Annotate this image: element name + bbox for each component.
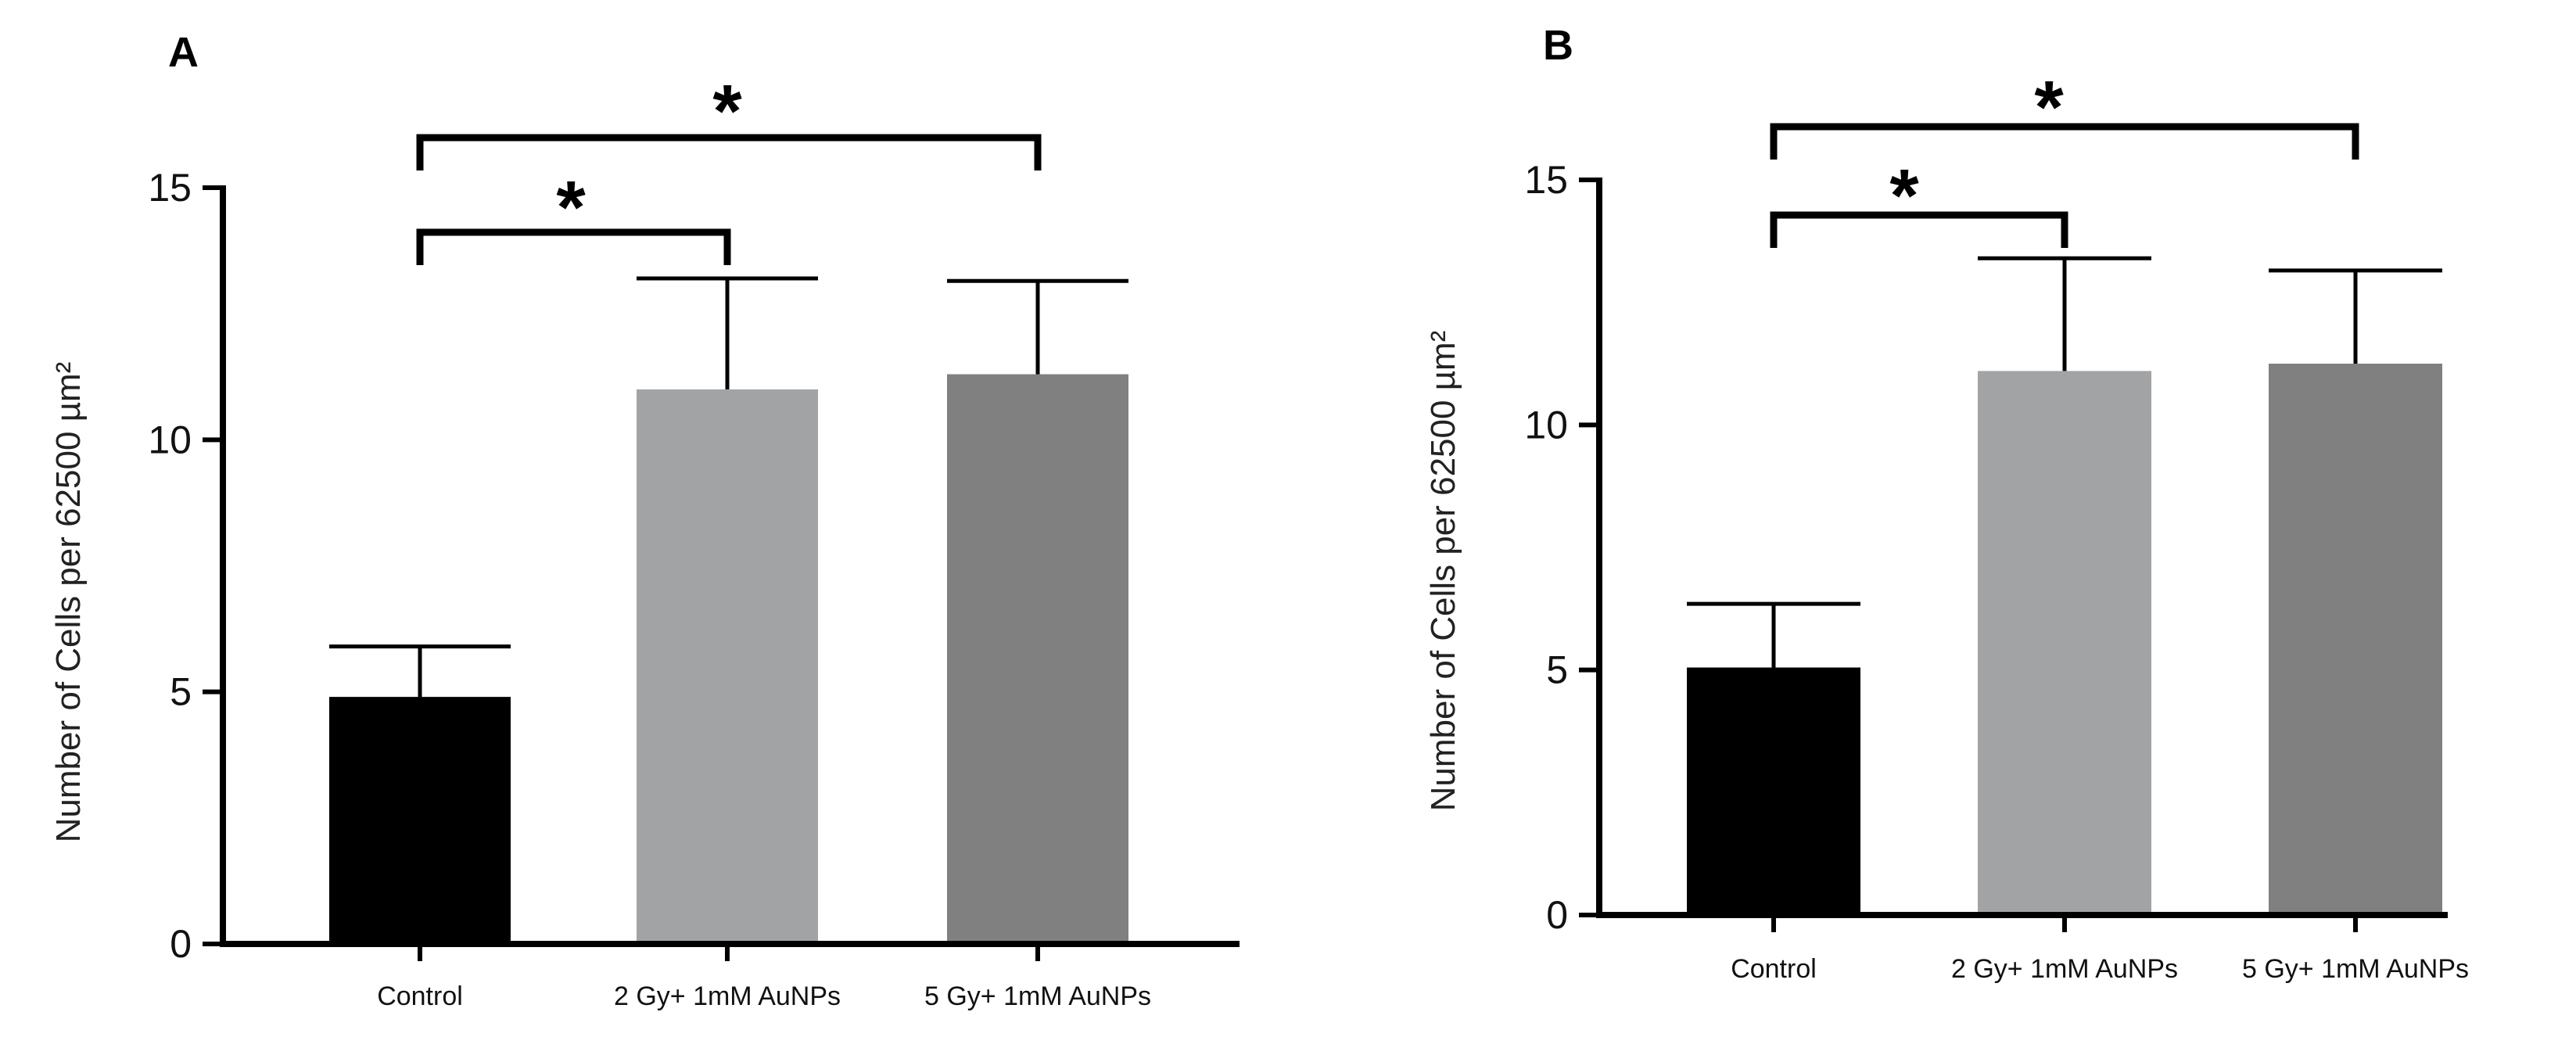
y-tick-label-a-2: 10 xyxy=(148,418,192,461)
panel-label-b: B xyxy=(1543,22,1573,69)
chart-marks-a: 0 5 10 15 Control 2 Gy+ 1mM AuNPs 5 Gy+ 1mM Au… xyxy=(148,70,1240,1011)
x-tick-label-b-2: 5 Gy+ 1mM AuNPs xyxy=(2242,954,2469,984)
significance-star-a-0: * xyxy=(556,166,586,249)
bar-b-1 xyxy=(1978,371,2151,915)
y-tick-label-b-1: 5 xyxy=(1546,648,1568,692)
significance-star-b-0: * xyxy=(1889,154,1919,238)
x-tick-label-b-1: 2 Gy+ 1mM AuNPs xyxy=(1951,954,2178,984)
bar-b-0 xyxy=(1687,667,1860,915)
significance-bracket-b-0 xyxy=(1770,211,2068,248)
panel-b: B Number of Cells per 62500 µm² 0 5 10 15 Co… xyxy=(1424,22,2469,984)
y-tick-label-a-0: 0 xyxy=(170,922,192,966)
x-tick-label-a-0: Control xyxy=(377,981,463,1011)
significance-bracket-b-1 xyxy=(1770,123,2359,160)
chart-marks-b: 0 5 10 15 Control 2 Gy+ 1mM AuNPs 5 Gy+ 1mM Au… xyxy=(1524,66,2469,984)
x-tick-label-a-2: 5 Gy+ 1mM AuNPs xyxy=(924,981,1151,1011)
y-axis-label-a: Number of Cells per 62500 µm² xyxy=(49,362,88,843)
bar-a-1 xyxy=(637,389,818,944)
significance-star-b-1: * xyxy=(2034,66,2064,149)
bar-b-2 xyxy=(2269,364,2442,915)
y-axis-label-b: Number of Cells per 62500 µm² xyxy=(1424,331,1462,812)
significance-bracket-a-0 xyxy=(416,228,731,265)
y-tick-label-b-0: 0 xyxy=(1546,893,1568,937)
y-tick-label-a-1: 5 xyxy=(170,670,192,714)
x-tick-label-a-1: 2 Gy+ 1mM AuNPs xyxy=(614,981,841,1011)
panel-label-a: A xyxy=(168,29,199,76)
y-tick-label-b-2: 10 xyxy=(1524,403,1568,447)
bar-a-2 xyxy=(947,374,1128,944)
significance-bracket-a-1 xyxy=(416,134,1042,170)
y-tick-label-a-3: 15 xyxy=(148,166,192,210)
bar-a-0 xyxy=(329,697,511,944)
x-tick-label-b-0: Control xyxy=(1731,954,1817,984)
panel-a: A Number of Cells per 62500 µm² 0 5 10 15 Co… xyxy=(49,29,1240,1011)
y-tick-label-b-3: 15 xyxy=(1524,158,1568,202)
significance-star-a-1: * xyxy=(712,70,742,153)
